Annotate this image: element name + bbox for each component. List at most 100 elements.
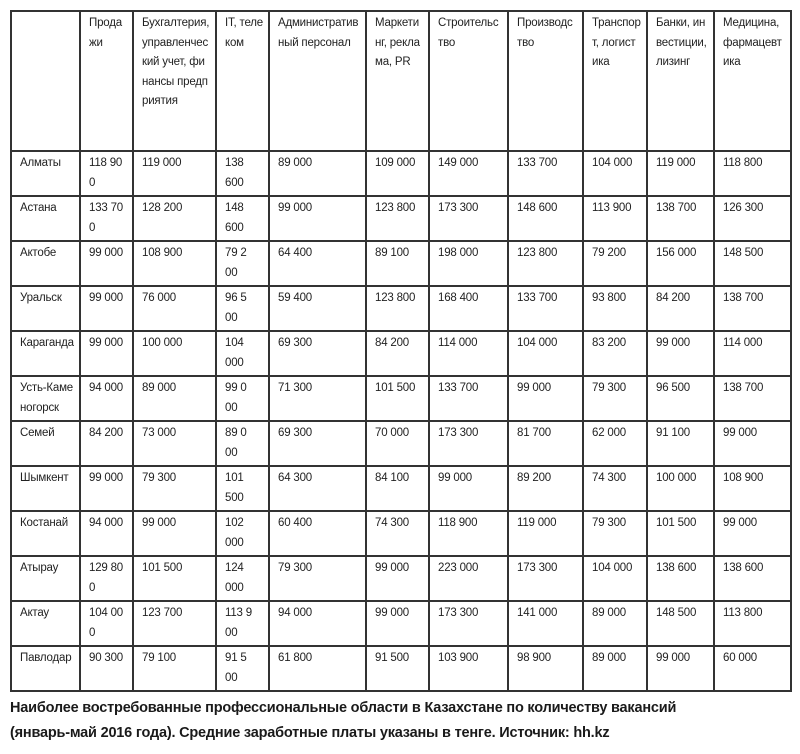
salary-cell: 99 000 [268, 195, 367, 242]
salary-cell: 84 100 [365, 465, 430, 512]
salary-cell: 94 000 [268, 600, 367, 647]
salary-cell: 91 500 [215, 645, 270, 692]
city-cell: Семей [10, 420, 81, 467]
salary-cell: 103 900 [428, 645, 509, 692]
salary-cell: 138 700 [713, 285, 792, 332]
salary-cell: 128 200 [132, 195, 217, 242]
salary-cell: 99 000 [215, 375, 270, 422]
salary-cell: 133 700 [507, 150, 584, 197]
salary-table: Продажи Бухгалтерия, управленческий учет,… [10, 10, 792, 692]
table-row: Атырау 129 800 101 500 124 000 79 300 99 000 2… [10, 555, 792, 602]
column-header: IT, телеком [215, 10, 270, 152]
salary-cell: 101 500 [132, 555, 217, 602]
salary-cell: 94 000 [79, 510, 134, 557]
salary-cell: 223 000 [428, 555, 509, 602]
salary-cell: 113 900 [215, 600, 270, 647]
salary-cell: 168 400 [428, 285, 509, 332]
salary-cell: 89 000 [268, 150, 367, 197]
salary-cell: 133 700 [507, 285, 584, 332]
table-row: Семей 84 200 73 000 89 000 69 300 70 000 173 3… [10, 420, 792, 467]
city-cell: Алматы [10, 150, 81, 197]
salary-cell: 118 900 [428, 510, 509, 557]
table-row: Усть-Каменогорск 94 000 89 000 99 000 71 300… [10, 375, 792, 422]
column-header: Маркетинг, реклама, PR [365, 10, 430, 152]
salary-cell: 138 600 [215, 150, 270, 197]
salary-cell: 148 600 [507, 195, 584, 242]
table-row: Актау 104 000 123 700 113 900 94 000 99 000 17… [10, 600, 792, 647]
salary-cell: 99 000 [365, 555, 430, 602]
salary-cell: 98 900 [507, 645, 584, 692]
salary-cell: 91 500 [365, 645, 430, 692]
salary-cell: 99 000 [713, 420, 792, 467]
salary-cell: 104 000 [582, 150, 648, 197]
salary-cell: 59 400 [268, 285, 367, 332]
salary-cell: 94 000 [79, 375, 134, 422]
salary-cell: 81 700 [507, 420, 584, 467]
city-cell: Уральск [10, 285, 81, 332]
salary-cell: 79 200 [215, 240, 270, 287]
salary-cell: 99 000 [79, 330, 134, 377]
table-caption: Наиболее востребованные профессиональные… [10, 696, 790, 746]
salary-cell: 60 400 [268, 510, 367, 557]
salary-cell: 99 000 [132, 510, 217, 557]
table-row: Актобе 99 000 108 900 79 200 64 400 89 100 198… [10, 240, 792, 287]
table-row: Алматы 118 900 119 000 138 600 89 000 109 000… [10, 150, 792, 197]
salary-cell: 149 000 [428, 150, 509, 197]
salary-cell: 148 600 [215, 195, 270, 242]
salary-cell: 104 000 [79, 600, 134, 647]
salary-cell: 108 900 [132, 240, 217, 287]
salary-cell: 113 800 [713, 600, 792, 647]
column-header: Транспорт, логистика [582, 10, 648, 152]
salary-cell: 76 000 [132, 285, 217, 332]
salary-cell: 173 300 [428, 420, 509, 467]
column-header: Бухгалтерия, управленческий учет, финанс… [132, 10, 217, 152]
salary-cell: 89 000 [582, 645, 648, 692]
salary-cell: 148 500 [646, 600, 715, 647]
salary-cell: 99 000 [507, 375, 584, 422]
salary-cell: 99 000 [713, 510, 792, 557]
salary-cell: 69 300 [268, 420, 367, 467]
salary-cell: 90 300 [79, 645, 134, 692]
table-row: Костанай 94 000 99 000 102 000 60 400 74 300 1… [10, 510, 792, 557]
salary-cell: 133 700 [428, 375, 509, 422]
column-header: Производство [507, 10, 584, 152]
salary-cell: 60 000 [713, 645, 792, 692]
salary-cell: 102 000 [215, 510, 270, 557]
table-row: Павлодар 90 300 79 100 91 500 61 800 91 500 10… [10, 645, 792, 692]
salary-cell: 99 000 [79, 465, 134, 512]
salary-cell: 173 300 [428, 195, 509, 242]
salary-cell: 71 300 [268, 375, 367, 422]
salary-cell: 138 700 [646, 195, 715, 242]
salary-cell: 104 000 [215, 330, 270, 377]
column-header: Банки, инвестиции, лизинг [646, 10, 715, 152]
city-cell: Атырау [10, 555, 81, 602]
salary-cell: 69 300 [268, 330, 367, 377]
salary-cell: 101 500 [365, 375, 430, 422]
salary-cell: 74 300 [582, 465, 648, 512]
salary-cell: 119 000 [507, 510, 584, 557]
salary-cell: 62 000 [582, 420, 648, 467]
table-row: Уральск 99 000 76 000 96 500 59 400 123 800 16… [10, 285, 792, 332]
salary-cell: 84 200 [646, 285, 715, 332]
salary-cell: 198 000 [428, 240, 509, 287]
salary-cell: 141 000 [507, 600, 584, 647]
salary-cell: 61 800 [268, 645, 367, 692]
salary-cell: 83 200 [582, 330, 648, 377]
table-row: Астана 133 700 128 200 148 600 99 000 123 800… [10, 195, 792, 242]
salary-cell: 100 000 [646, 465, 715, 512]
salary-cell: 129 800 [79, 555, 134, 602]
city-cell: Актау [10, 600, 81, 647]
salary-cell: 99 000 [79, 240, 134, 287]
table-row: Караганда 99 000 100 000 104 000 69 300 84 20… [10, 330, 792, 377]
salary-cell: 79 300 [268, 555, 367, 602]
salary-cell: 89 000 [215, 420, 270, 467]
table-row: Шымкент 99 000 79 300 101 500 64 300 84 100 99… [10, 465, 792, 512]
salary-cell: 100 000 [132, 330, 217, 377]
salary-cell: 84 200 [79, 420, 134, 467]
salary-cell: 79 300 [582, 375, 648, 422]
salary-cell: 99 000 [365, 600, 430, 647]
column-header: Продажи [79, 10, 134, 152]
salary-cell: 89 000 [582, 600, 648, 647]
salary-cell: 96 500 [646, 375, 715, 422]
